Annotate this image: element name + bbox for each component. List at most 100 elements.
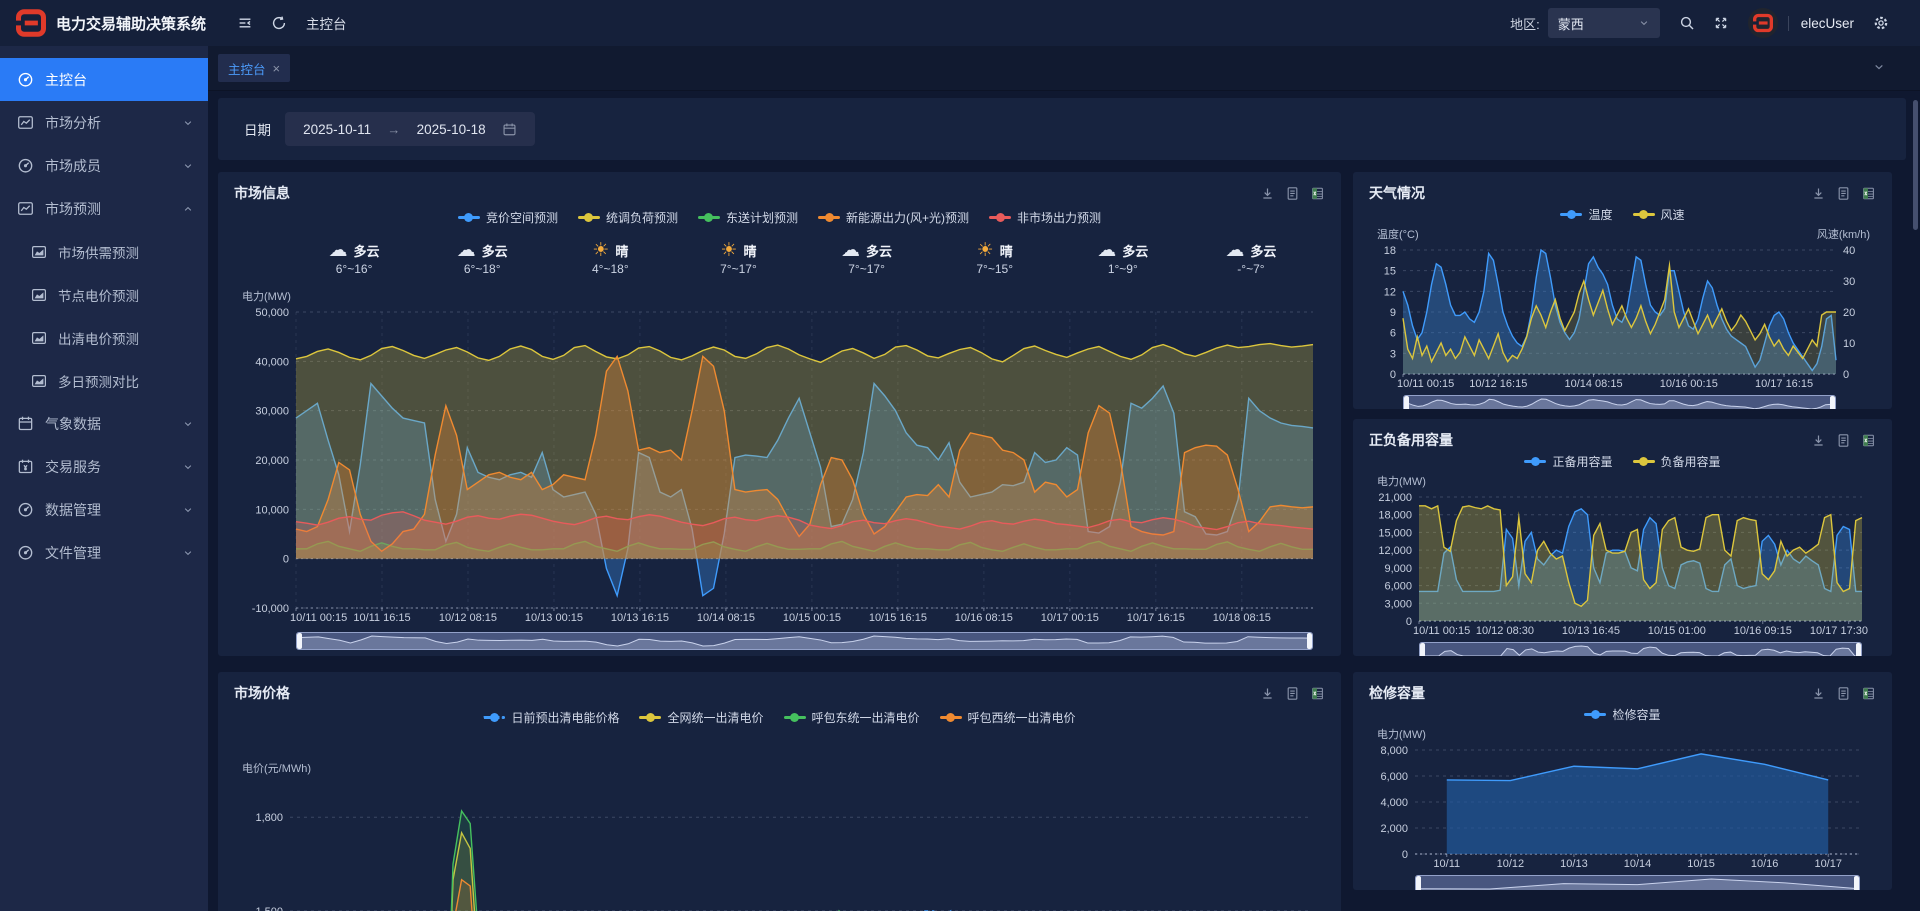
- weather-cell: ☀晴7°~15°: [931, 232, 1059, 284]
- region-select[interactable]: 蒙西: [1548, 8, 1660, 38]
- export-excel-icon[interactable]: [1310, 186, 1325, 201]
- panel-market-info: 市场信息 竞价空间预测 统调负荷预测 东送计划预测 新能源出力(风+光)预测 非…: [218, 172, 1341, 656]
- sidebar-item-data-management[interactable]: 数据管理: [0, 488, 208, 531]
- app-title: 电力交易辅助决策系统: [56, 13, 206, 34]
- sidebar-item-supply-demand-forecast[interactable]: 市场供需预测: [0, 230, 208, 273]
- chevron-down-icon: [182, 461, 194, 473]
- panel-market-price: 市场价格 日前预出清电能价格 全网统一出清电价 呼包东统一出清电价 呼包西统一出…: [218, 672, 1341, 911]
- legend-marker: [458, 212, 480, 222]
- date-start-value[interactable]: 2025-10-11: [303, 122, 371, 137]
- export-excel-icon[interactable]: [1861, 433, 1876, 448]
- legend-item[interactable]: 负备用容量: [1633, 453, 1721, 470]
- legend-item[interactable]: 呼包西统一出清电价: [940, 709, 1076, 726]
- y-axis-name: 电力(MW): [1377, 726, 1876, 742]
- legend-marker: [698, 212, 720, 222]
- legend-item[interactable]: 温度: [1560, 206, 1612, 223]
- panel-toolbar: [1811, 433, 1876, 448]
- download-icon[interactable]: [1811, 686, 1826, 701]
- legend-item[interactable]: 新能源出力(风+光)预测: [818, 209, 969, 226]
- sidebar-item-market-members[interactable]: 市场成员: [0, 144, 208, 187]
- sidebar-item-label: 数据管理: [45, 500, 182, 520]
- gauge-icon: [17, 157, 34, 174]
- export-excel-icon[interactable]: [1861, 686, 1876, 701]
- legend-item[interactable]: 东送计划预测: [698, 209, 798, 226]
- sidebar-item-file-management[interactable]: 文件管理: [0, 531, 208, 574]
- calendar-icon: [17, 415, 34, 432]
- sidebar-item-clearing-price-forecast[interactable]: 出清电价预测: [0, 316, 208, 359]
- legend: 温度 风速: [1369, 204, 1876, 224]
- sidebar-item-market-forecast[interactable]: 市场预测: [0, 187, 208, 230]
- date-range-picker[interactable]: 2025-10-11 → 2025-10-18: [285, 112, 535, 146]
- download-icon[interactable]: [1811, 186, 1826, 201]
- sidebar-item-multiday-forecast-compare[interactable]: 多日预测对比: [0, 359, 208, 402]
- legend-item[interactable]: 正备用容量: [1524, 453, 1612, 470]
- chart-line-icon: [17, 200, 34, 217]
- export-file-icon[interactable]: [1836, 186, 1851, 201]
- breadcrumb[interactable]: 主控台: [306, 13, 347, 33]
- sidebar-item-label: 市场供需预测: [58, 242, 194, 262]
- cloudy-icon: ☁: [329, 241, 348, 260]
- export-file-icon[interactable]: [1285, 686, 1300, 701]
- tabbar-chevron-down-icon[interactable]: [1872, 60, 1886, 74]
- scrollbar-thumb[interactable]: [1913, 100, 1918, 230]
- download-icon[interactable]: [1260, 686, 1275, 701]
- legend-marker: [1633, 209, 1655, 219]
- legend-item[interactable]: 日前预出清电能价格: [483, 709, 619, 726]
- datazoom-slider[interactable]: [296, 632, 1313, 650]
- sidebar-item-trade-services[interactable]: 交易服务: [0, 445, 208, 488]
- legend-item[interactable]: 呼包东统一出清电价: [784, 709, 920, 726]
- legend-marker: [483, 712, 505, 722]
- y-axis-name-right: 风速(km/h): [1817, 226, 1870, 242]
- export-excel-icon[interactable]: [1310, 686, 1325, 701]
- search-icon[interactable]: [1674, 10, 1700, 36]
- chart-line-icon: [17, 114, 34, 131]
- legend-item[interactable]: 统调负荷预测: [578, 209, 678, 226]
- refresh-icon[interactable]: [266, 10, 292, 36]
- datazoom-slider[interactable]: [1419, 642, 1862, 656]
- legend-marker: [1524, 456, 1546, 466]
- panel-toolbar: [1811, 186, 1876, 201]
- reserve-chart: [1369, 491, 1876, 639]
- datazoom-slider[interactable]: [1415, 875, 1860, 890]
- calendar-icon[interactable]: [502, 122, 517, 137]
- sidebar-item-label: 市场成员: [45, 156, 182, 176]
- menu-fold-icon[interactable]: [232, 10, 258, 36]
- date-end-value[interactable]: 2025-10-18: [417, 122, 486, 137]
- area-chart-icon: [31, 373, 47, 389]
- main-content: 日期 2025-10-11 → 2025-10-18 市场信息: [208, 90, 1920, 911]
- tab-console[interactable]: 主控台 ×: [218, 54, 290, 82]
- sidebar-item-weather-data[interactable]: 气象数据: [0, 402, 208, 445]
- avatar[interactable]: [1748, 8, 1778, 38]
- legend-item[interactable]: 风速: [1633, 206, 1685, 223]
- weather-cell: ☁多云-°~7°: [1187, 232, 1315, 284]
- settings-gear-icon[interactable]: [1868, 10, 1894, 36]
- sidebar-item-node-price-forecast[interactable]: 节点电价预测: [0, 273, 208, 316]
- sidebar-item-market-analysis[interactable]: 市场分析: [0, 101, 208, 144]
- y-axis-name: 电力(MW): [242, 288, 1325, 304]
- date-label: 日期: [244, 119, 271, 139]
- legend-item[interactable]: 全网统一出清电价: [639, 709, 763, 726]
- username[interactable]: elecUser: [1788, 16, 1854, 31]
- chevron-down-icon: [182, 418, 194, 430]
- export-file-icon[interactable]: [1836, 686, 1851, 701]
- datazoom-slider[interactable]: [1403, 395, 1836, 409]
- app-logo-icon: [16, 8, 46, 38]
- legend-item[interactable]: 竞价空间预测: [458, 209, 558, 226]
- tab-close-icon[interactable]: ×: [273, 61, 281, 76]
- dashboard-grid: 市场信息 竞价空间预测 统调负荷预测 东送计划预测 新能源出力(风+光)预测 非…: [218, 172, 1906, 911]
- export-excel-icon[interactable]: [1861, 186, 1876, 201]
- panel-reserve-capacity: 正负备用容量 正备用容量 负备用容量 电力(MW): [1353, 419, 1892, 656]
- download-icon[interactable]: [1811, 433, 1826, 448]
- legend-item[interactable]: 非市场出力预测: [989, 209, 1101, 226]
- tab-bar: 主控台 ×: [208, 46, 1920, 91]
- sidebar-item-console[interactable]: 主控台: [0, 58, 208, 101]
- export-file-icon[interactable]: [1836, 433, 1851, 448]
- temp-range: 6°~16°: [336, 262, 373, 276]
- legend-item[interactable]: 检修容量: [1584, 706, 1660, 723]
- download-icon[interactable]: [1260, 186, 1275, 201]
- calendar-yen-icon: [17, 458, 34, 475]
- dashboard-icon: [17, 71, 34, 88]
- weather-cell: ☁多云1°~9°: [1059, 232, 1187, 284]
- export-file-icon[interactable]: [1285, 186, 1300, 201]
- fullscreen-icon[interactable]: [1708, 10, 1734, 36]
